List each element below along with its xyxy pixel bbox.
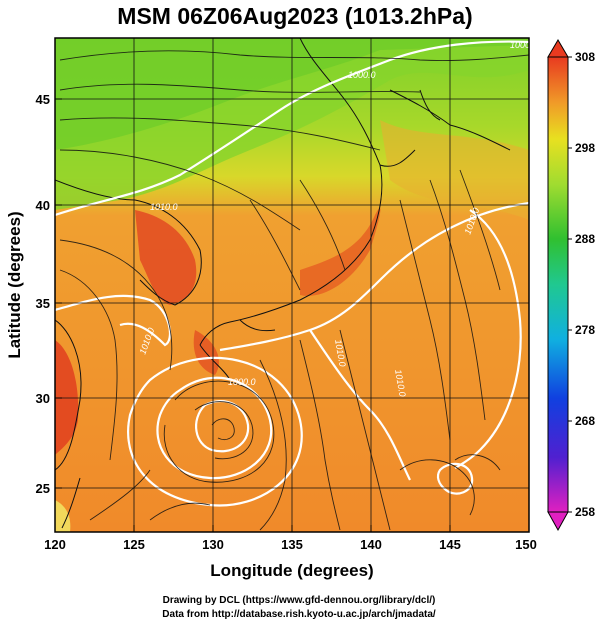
honshu-hot-region [300, 207, 381, 296]
credit-data: Data from http://database.rish.kyoto-u.a… [162, 609, 436, 620]
y-tick-label: 25 [36, 481, 50, 496]
colorbar-tick-label: 298 [575, 141, 595, 155]
cold-region [55, 38, 529, 150]
lat-lon-grid [55, 38, 529, 532]
colorbar-max-arrow [547, 39, 569, 58]
x-tick-label: 125 [123, 537, 145, 552]
contour-label: 1010.0 [333, 339, 348, 368]
y-axis-label: Latitude (degrees) [5, 211, 24, 358]
colorbar-tick-label: 258 [575, 505, 595, 519]
x-tick-label: 145 [439, 537, 461, 552]
contour-label: 1000.0 [228, 377, 256, 387]
korea-hot-region [135, 210, 197, 305]
streamlines [59, 50, 529, 531]
chart-title: MSM 06Z06Aug2023 (1013.2hPa) [117, 3, 472, 29]
china-coast-hot-region [55, 340, 79, 455]
credit-drawing: Drawing by DCL (https://www.gfd-dennou.o… [163, 595, 436, 606]
y-tick-label: 45 [36, 92, 50, 107]
y-tick-label: 30 [36, 391, 50, 406]
x-axis-label: Longitude (degrees) [210, 561, 373, 580]
contour-label: 1010.0 [150, 202, 178, 212]
y-tick-label: 40 [36, 198, 50, 213]
x-tick-label: 120 [44, 537, 66, 552]
contour-label: 1010.0 [393, 369, 408, 398]
colorbar: 308 298 288 278 268 258 [547, 39, 595, 532]
colorbar-scale [547, 56, 569, 513]
plot-area: 1000.0 1010.0 1010.0 1010.0 1010.0 1010.… [55, 38, 538, 532]
contour-label: 1000.0 [348, 70, 376, 80]
x-axis: 120 125 130 135 140 145 150 [44, 525, 537, 552]
colorbar-min-arrow [547, 511, 569, 532]
contour-label: 1000.0 [510, 40, 538, 50]
x-tick-label: 135 [281, 537, 303, 552]
taiwan-warm-region [55, 500, 71, 532]
x-tick-label: 140 [360, 537, 382, 552]
y-axis: 25 30 35 40 45 [36, 92, 62, 496]
colorbar-tick-label: 268 [575, 414, 595, 428]
isobars [55, 40, 529, 507]
x-tick-label: 130 [202, 537, 224, 552]
colorbar-tick-label: 288 [575, 232, 595, 246]
x-tick-label: 150 [515, 537, 537, 552]
colorbar-tick-label: 278 [575, 323, 595, 337]
contour-labels: 1000.0 1010.0 1010.0 1010.0 1010.0 1010.… [137, 40, 538, 398]
colorbar-tick-label: 308 [575, 50, 595, 64]
y-tick-label: 35 [36, 296, 50, 311]
transition-region [380, 120, 529, 220]
